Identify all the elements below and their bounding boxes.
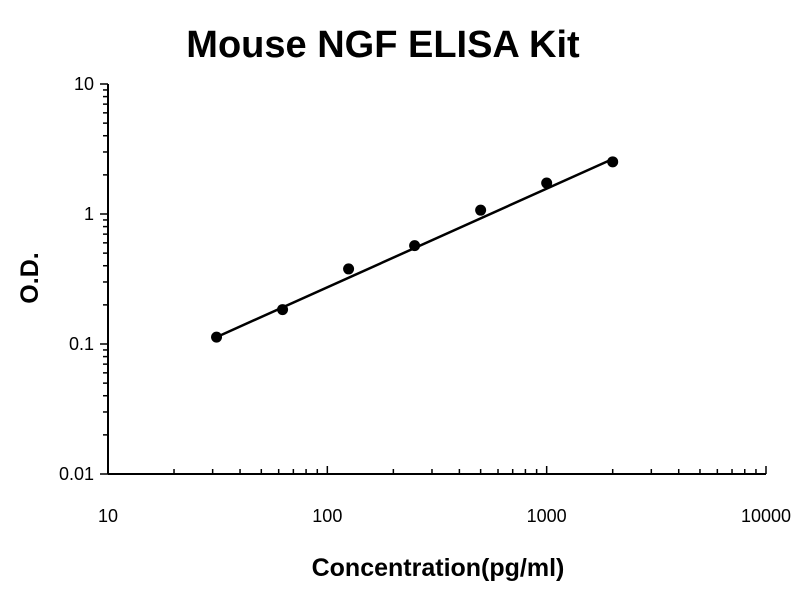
y-tick-label: 10 <box>74 74 94 94</box>
data-point <box>607 156 619 168</box>
tick-marks <box>100 83 767 475</box>
y-tick-label: 0.01 <box>59 464 94 484</box>
data-point <box>343 263 355 275</box>
data-point <box>475 204 487 216</box>
data-points <box>211 156 619 343</box>
data-point <box>541 177 553 189</box>
x-tick-label: 10000 <box>741 506 791 526</box>
data-point <box>211 331 223 343</box>
y-tick-label: 1 <box>84 204 94 224</box>
y-tick-labels: 0.01 0.1 1 10 <box>59 74 94 484</box>
y-axis-label: O.D. <box>16 252 44 303</box>
x-tick-label: 1000 <box>527 506 567 526</box>
x-axis-label: Concentration(pg/ml) <box>312 554 565 582</box>
axes <box>107 84 766 475</box>
x-tick-label: 100 <box>312 506 342 526</box>
y-tick-label: 0.1 <box>69 334 94 354</box>
x-tick-labels: 10 100 1000 10000 <box>98 506 791 526</box>
data-point <box>277 304 289 316</box>
chart-title: Mouse NGF ELISA Kit <box>186 24 580 66</box>
data-point <box>409 240 421 252</box>
x-tick-label: 10 <box>98 506 118 526</box>
